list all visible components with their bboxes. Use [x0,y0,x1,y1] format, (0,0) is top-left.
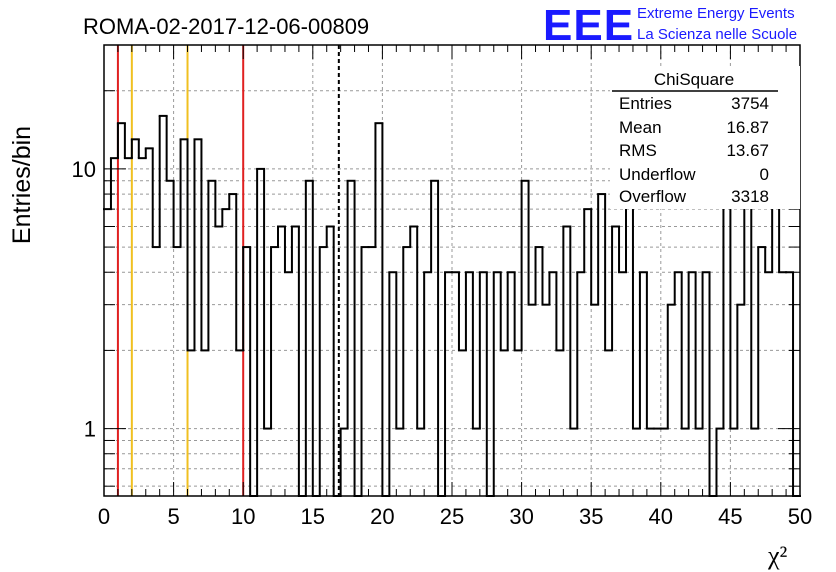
stats-box-background [610,66,800,209]
x-tick-label: 30 [509,504,533,529]
stats-value-entries: 3754 [731,94,769,113]
x-tick-label: 50 [788,504,812,529]
stats-value-underflow: 0 [760,165,769,184]
x-tick-label: 40 [649,504,673,529]
x-tick-label: 10 [231,504,255,529]
stats-label-mean: Mean [619,118,662,137]
x-tick-label: 25 [440,504,464,529]
y-tick-label: 1 [84,417,96,442]
x-axis-ticks: 0 5 10 15 20 25 30 35 40 45 50 [98,45,812,529]
x-tick-label: 15 [301,504,325,529]
x-tick-label: 20 [370,504,394,529]
stats-value-rms: 13.67 [726,141,769,160]
stats-label-entries: Entries [619,94,672,113]
stats-value-mean: 16.87 [726,118,769,137]
histogram-bars [103,114,801,497]
logo-line-2: La Scienza nelle Scuole [637,26,797,43]
x-tick-label: 35 [579,504,603,529]
stats-title: ChiSquare [654,70,734,89]
eee-logo-mark: EEE [543,1,634,50]
logo-line-1: Extreme Energy Events [637,5,795,22]
x-axis-label: χ² [767,541,788,570]
x-tick-label: 0 [98,504,110,529]
y-axis-label: Entries/bin [8,126,36,244]
stats-label-overflow: Overflow [619,187,687,206]
y-tick-label: 10 [72,157,96,182]
chart-title: ROMA-02-2017-12-06-00809 [83,14,369,39]
stats-label-underflow: Underflow [619,165,696,184]
stats-value-overflow: 3318 [731,187,769,206]
stats-box: ChiSquare Entries 3754 Mean 16.87 RMS 13… [610,66,800,209]
x-tick-label: 45 [718,504,742,529]
x-tick-label: 5 [167,504,179,529]
stats-label-rms: RMS [619,141,657,160]
